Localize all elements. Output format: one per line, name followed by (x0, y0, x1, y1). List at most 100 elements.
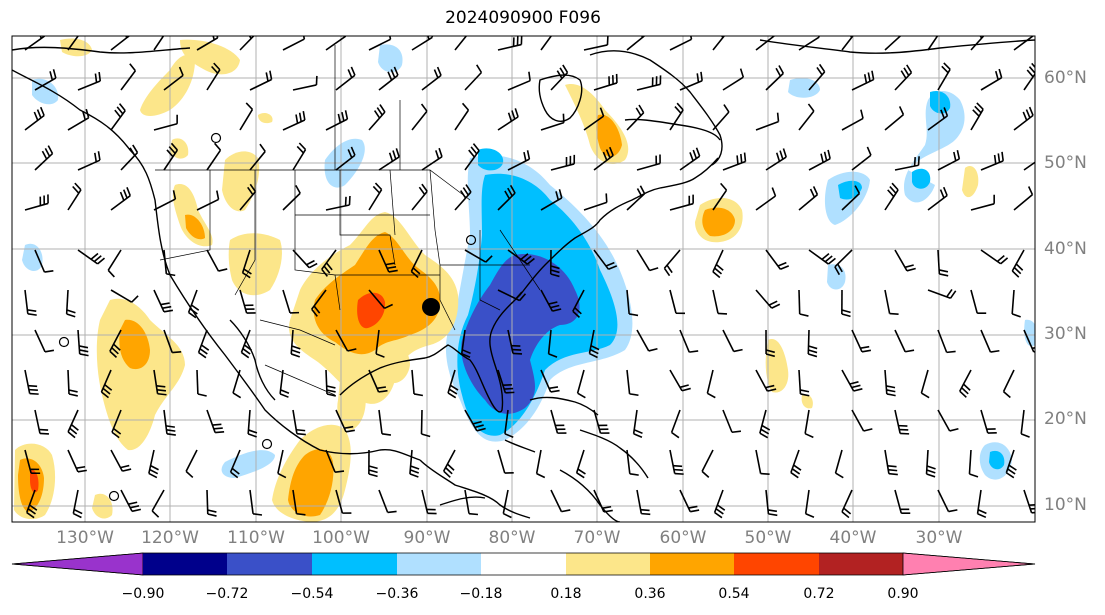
wind-barb (980, 151, 1004, 171)
wind-barb (1013, 186, 1034, 211)
colorbar-swatch (734, 553, 819, 575)
wind-barb (841, 289, 851, 318)
wind-barb (706, 369, 716, 399)
wind-barb (279, 369, 290, 398)
colorbar-tick: −0.90 (121, 586, 165, 602)
wind-barb (249, 70, 273, 91)
wind-barb (970, 194, 995, 211)
wind-barb (197, 329, 210, 359)
blue-blob-atl2-core (930, 90, 951, 114)
wind-barb (153, 190, 177, 211)
blue-blob-atl2-core2 (912, 168, 931, 189)
wind-barb (841, 109, 864, 131)
wind-barb (163, 142, 179, 171)
colorbar-tick: −0.72 (205, 586, 249, 602)
wind-barb (67, 108, 90, 131)
wind-barb (442, 449, 456, 478)
wind-barb (894, 64, 913, 91)
wind-barb (790, 449, 802, 479)
wind-barb (722, 152, 747, 171)
warm-anomaly-north2 (180, 39, 240, 75)
wind-barb (884, 369, 896, 397)
wind-barb (550, 154, 576, 171)
wind-barb (1011, 289, 1021, 318)
wind-barb (368, 369, 388, 393)
wind-barb (110, 449, 132, 472)
wind-barb (1002, 369, 1015, 399)
wind-barb (65, 289, 76, 318)
map-title: 2024090900 F096 (445, 8, 601, 28)
warm-anomaly-mexico-mid (288, 449, 334, 517)
wind-barb (504, 409, 514, 438)
wind-barb (713, 489, 726, 519)
wind-barb (593, 489, 613, 513)
wind-barb (937, 249, 949, 277)
wind-barb (968, 449, 979, 478)
wind-barb (507, 329, 523, 355)
wind-barb (970, 289, 987, 314)
colorbar-swatch (397, 553, 481, 575)
wind-barb (67, 36, 80, 51)
wind-barb (410, 249, 423, 279)
wind-barb (206, 249, 228, 272)
wind-barb (206, 489, 217, 517)
wind-barb (884, 449, 898, 476)
wind-barb (583, 193, 608, 211)
wind-barb (755, 36, 776, 51)
wind-barb (368, 36, 392, 51)
wind-barb (67, 409, 79, 439)
anomaly-fills (14, 38, 1035, 522)
wind-barb (970, 36, 985, 51)
wind-barb (669, 194, 694, 211)
wind-barb (798, 36, 820, 51)
wind-barb (187, 289, 200, 319)
wind-barb (798, 289, 809, 317)
wind-barb (894, 489, 911, 514)
wind-barb (755, 187, 777, 211)
wind-barb (663, 249, 681, 277)
colorbar-tick: 0.54 (718, 586, 750, 602)
wind-barb (240, 329, 253, 359)
lat-label-30: 30°N (1044, 324, 1087, 344)
wind-barb (755, 289, 781, 309)
blue-blob-lakes (478, 148, 504, 171)
colorbar-tick: 0.72 (803, 586, 835, 602)
wind-barb (959, 369, 972, 398)
wind-barb (798, 186, 819, 211)
wind-barb (378, 489, 397, 514)
wind-barb (464, 409, 486, 432)
wind-barb (976, 489, 987, 519)
wind-barb (247, 409, 258, 438)
wind-barb (282, 289, 300, 314)
wind-barb (464, 64, 483, 91)
wind-barb (937, 329, 956, 354)
wind-barb (550, 489, 571, 513)
wind-barb (851, 409, 873, 432)
colorbar-swatch (143, 553, 227, 575)
wind-barb (547, 329, 558, 358)
wind-barb (593, 73, 618, 91)
wind-barb (937, 149, 961, 171)
wind-barb (120, 63, 137, 91)
wind-barb (679, 71, 703, 91)
blue-anomaly-east-us-dark (461, 254, 580, 414)
wind-barb (626, 289, 639, 317)
wind-barb (497, 36, 523, 51)
wind-barb (808, 249, 836, 265)
wind-barb (109, 329, 122, 358)
wind-barb (67, 369, 78, 397)
wind-barb (759, 409, 771, 439)
wind-barb (163, 66, 184, 91)
wind-barb (249, 143, 266, 171)
wind-barb (980, 249, 1009, 265)
wind-barb (765, 65, 785, 91)
wind-barb (368, 449, 378, 478)
wind-barb (497, 108, 519, 131)
colorbar-outline (11, 552, 1036, 576)
wind-barb (447, 369, 459, 399)
wind-barb (464, 489, 479, 516)
wind-barb (282, 36, 306, 51)
wind-barb (765, 329, 775, 358)
wind-barb (464, 143, 480, 171)
blue-blob-canada (378, 44, 403, 73)
